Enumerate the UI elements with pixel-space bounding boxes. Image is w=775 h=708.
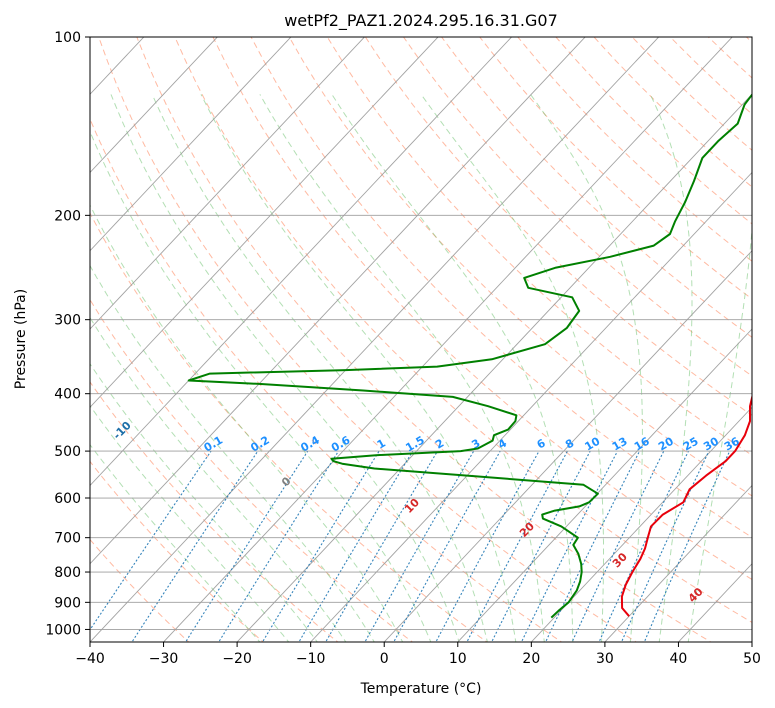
y-tick-label: 300	[54, 313, 81, 329]
isotherm	[530, 406, 752, 642]
moist-adiabat	[90, 362, 319, 642]
dry-adiabat	[98, 37, 638, 642]
isotherm	[457, 328, 752, 642]
x-axis: −40 −30 −20 −10 0 10 20 30 40 50	[75, 642, 761, 667]
moist-adiabat	[200, 94, 517, 642]
mixing-ratio-line	[131, 450, 259, 642]
mixing-ratio-line	[218, 450, 339, 642]
mixing-ratio-line	[184, 450, 309, 642]
x-tick-label: 50	[743, 651, 761, 667]
y-tick-label: 400	[54, 387, 81, 403]
isotherm	[90, 37, 439, 408]
x-tick-label: 20	[522, 651, 540, 667]
isotherm	[90, 37, 366, 330]
y-tick-label: 600	[54, 491, 81, 507]
moist-adiabat	[90, 316, 347, 642]
moist-adiabat	[151, 94, 488, 642]
isotherm	[162, 37, 733, 642]
y-tick-label: 900	[54, 595, 81, 611]
mixing-ratio-line	[491, 450, 591, 642]
dry-adiabat	[479, 37, 752, 300]
background-lines	[90, 37, 752, 642]
y-tick-label: 700	[54, 531, 81, 547]
isotherm	[90, 37, 292, 252]
mixing-ratio-line	[571, 450, 665, 642]
y-tick-label: 1000	[45, 622, 81, 638]
mixing-ratio-line	[598, 450, 689, 642]
dry-adiabat	[90, 298, 414, 642]
x-tick-label: 30	[596, 651, 614, 667]
x-tick-label: −10	[296, 651, 326, 667]
isotherm	[604, 484, 752, 642]
moist-adiabat	[90, 130, 432, 642]
mixing-ratio-line	[643, 450, 731, 642]
mixing-ratio-line	[435, 450, 540, 642]
dry-adiabat	[212, 37, 752, 581]
x-tick-label: 10	[449, 651, 467, 667]
isotherm	[90, 37, 660, 642]
moist-adiabat	[90, 264, 375, 642]
isotherm	[236, 93, 752, 642]
x-tick-label: 40	[670, 651, 688, 667]
mixing-ratio-line	[466, 450, 568, 642]
isotherm	[90, 37, 218, 174]
mixing-ratio-line	[90, 450, 212, 631]
mixing-ratio-line	[298, 450, 414, 642]
moist-adiabat	[331, 94, 574, 642]
moist-adiabat	[687, 225, 752, 642]
y-tick-label: 200	[54, 208, 81, 224]
dry-adiabat	[441, 37, 752, 338]
dewpoint-profile-line	[187, 93, 752, 619]
dry-adiabat	[250, 37, 752, 538]
y-tick-label: 100	[54, 30, 81, 46]
moist-adiabat	[90, 404, 290, 642]
moist-adiabat	[530, 94, 643, 642]
moist-adiabat	[420, 94, 604, 642]
isotherm	[310, 171, 752, 642]
isotherm	[383, 250, 752, 642]
moist-adiabat	[110, 94, 460, 642]
isotherm	[90, 37, 513, 487]
profile-series	[187, 93, 752, 619]
y-tick-label: 500	[54, 444, 81, 460]
y-axis-title: Pressure (hPa)	[13, 289, 29, 389]
chart-title: wetPf2_PAZ1.2024.295.16.31.G07	[284, 11, 558, 31]
dry-adiabat	[136, 37, 712, 642]
plot-frame	[89, 36, 753, 643]
y-axis: 100 200 300 400 500 600 700 800 900 1000	[45, 30, 90, 638]
pressure-gridlines	[90, 37, 752, 630]
moist-adiabat	[90, 443, 261, 642]
dry-adiabat	[288, 37, 752, 497]
mixing-ratio-line	[325, 450, 438, 642]
isotherm	[90, 37, 586, 565]
temperature-profile-line	[620, 393, 752, 617]
mixing-ratio-line	[620, 450, 710, 642]
x-axis-title: Temperature (°C)	[360, 681, 482, 697]
x-tick-label: −30	[149, 651, 179, 667]
x-tick-label: −40	[75, 651, 105, 667]
moist-adiabat	[90, 204, 404, 642]
x-tick-label: −20	[222, 651, 252, 667]
moist-adiabat	[649, 94, 693, 642]
y-tick-label: 800	[54, 565, 81, 581]
mixing-ratio-line	[261, 450, 380, 642]
x-tick-label: 0	[380, 651, 389, 667]
